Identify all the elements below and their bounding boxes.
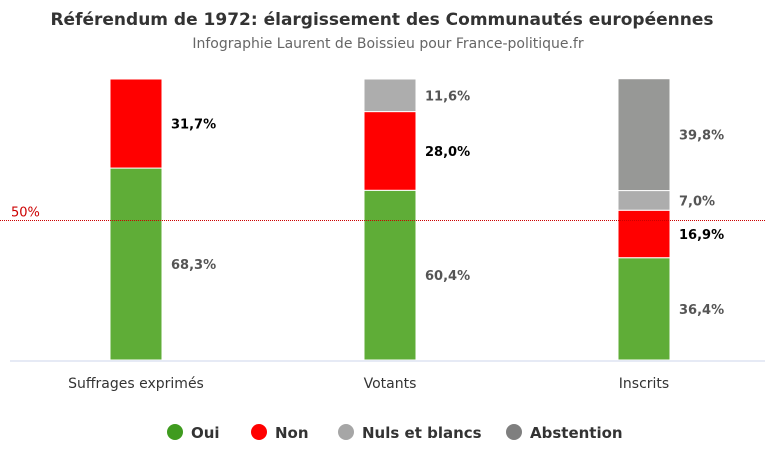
x-tick-label: Inscrits — [619, 376, 669, 392]
legend-label: Abstention — [530, 424, 623, 442]
legend-marker-icon — [338, 424, 354, 440]
data-label: 16,9% — [679, 228, 724, 243]
data-label: 36,4% — [679, 303, 724, 318]
x-tick-label: Votants — [364, 376, 417, 392]
legend-label: Non — [275, 424, 309, 442]
legend-marker-icon — [251, 424, 267, 440]
legend-item-oui[interactable]: Oui — [167, 424, 220, 442]
legend-label: Nuls et blancs — [362, 424, 482, 442]
legend-marker-icon — [506, 424, 522, 440]
chart-title: Référendum de 1972: élargissement des Co… — [50, 10, 713, 30]
legend-item-abstention[interactable]: Abstention — [506, 424, 623, 442]
data-label: 39,8% — [679, 129, 724, 144]
x-tick-label: Suffrages exprimés — [68, 376, 204, 392]
bar-segment-nuls-et-blancs[interactable] — [617, 190, 671, 211]
bar-segment-abstention[interactable] — [617, 78, 671, 192]
bar-segment-oui[interactable] — [363, 189, 417, 361]
legend-item-non[interactable]: Non — [251, 424, 309, 442]
data-label: 7,0% — [679, 194, 715, 209]
legend-item-nuls-et-blancs[interactable]: Nuls et blancs — [338, 424, 482, 442]
data-label: 31,7% — [171, 118, 216, 133]
bar-segment-non[interactable] — [363, 111, 417, 191]
bar-segment-non[interactable] — [109, 78, 163, 169]
data-label: 60,4% — [425, 269, 470, 284]
data-label: 11,6% — [425, 89, 470, 104]
data-label: 68,3% — [171, 258, 216, 273]
bar-segment-oui[interactable] — [617, 257, 671, 361]
bar-segment-oui[interactable] — [109, 167, 163, 361]
bar-segment-nuls-et-blancs[interactable] — [363, 78, 417, 113]
data-label: 28,0% — [425, 145, 470, 160]
legend-marker-icon — [167, 424, 183, 440]
chart-subtitle: Infographie Laurent de Boissieu pour Fra… — [192, 36, 583, 52]
legend-label: Oui — [191, 424, 220, 442]
reference-line-label: 50% — [11, 206, 40, 221]
bar-segment-non[interactable] — [617, 209, 671, 259]
